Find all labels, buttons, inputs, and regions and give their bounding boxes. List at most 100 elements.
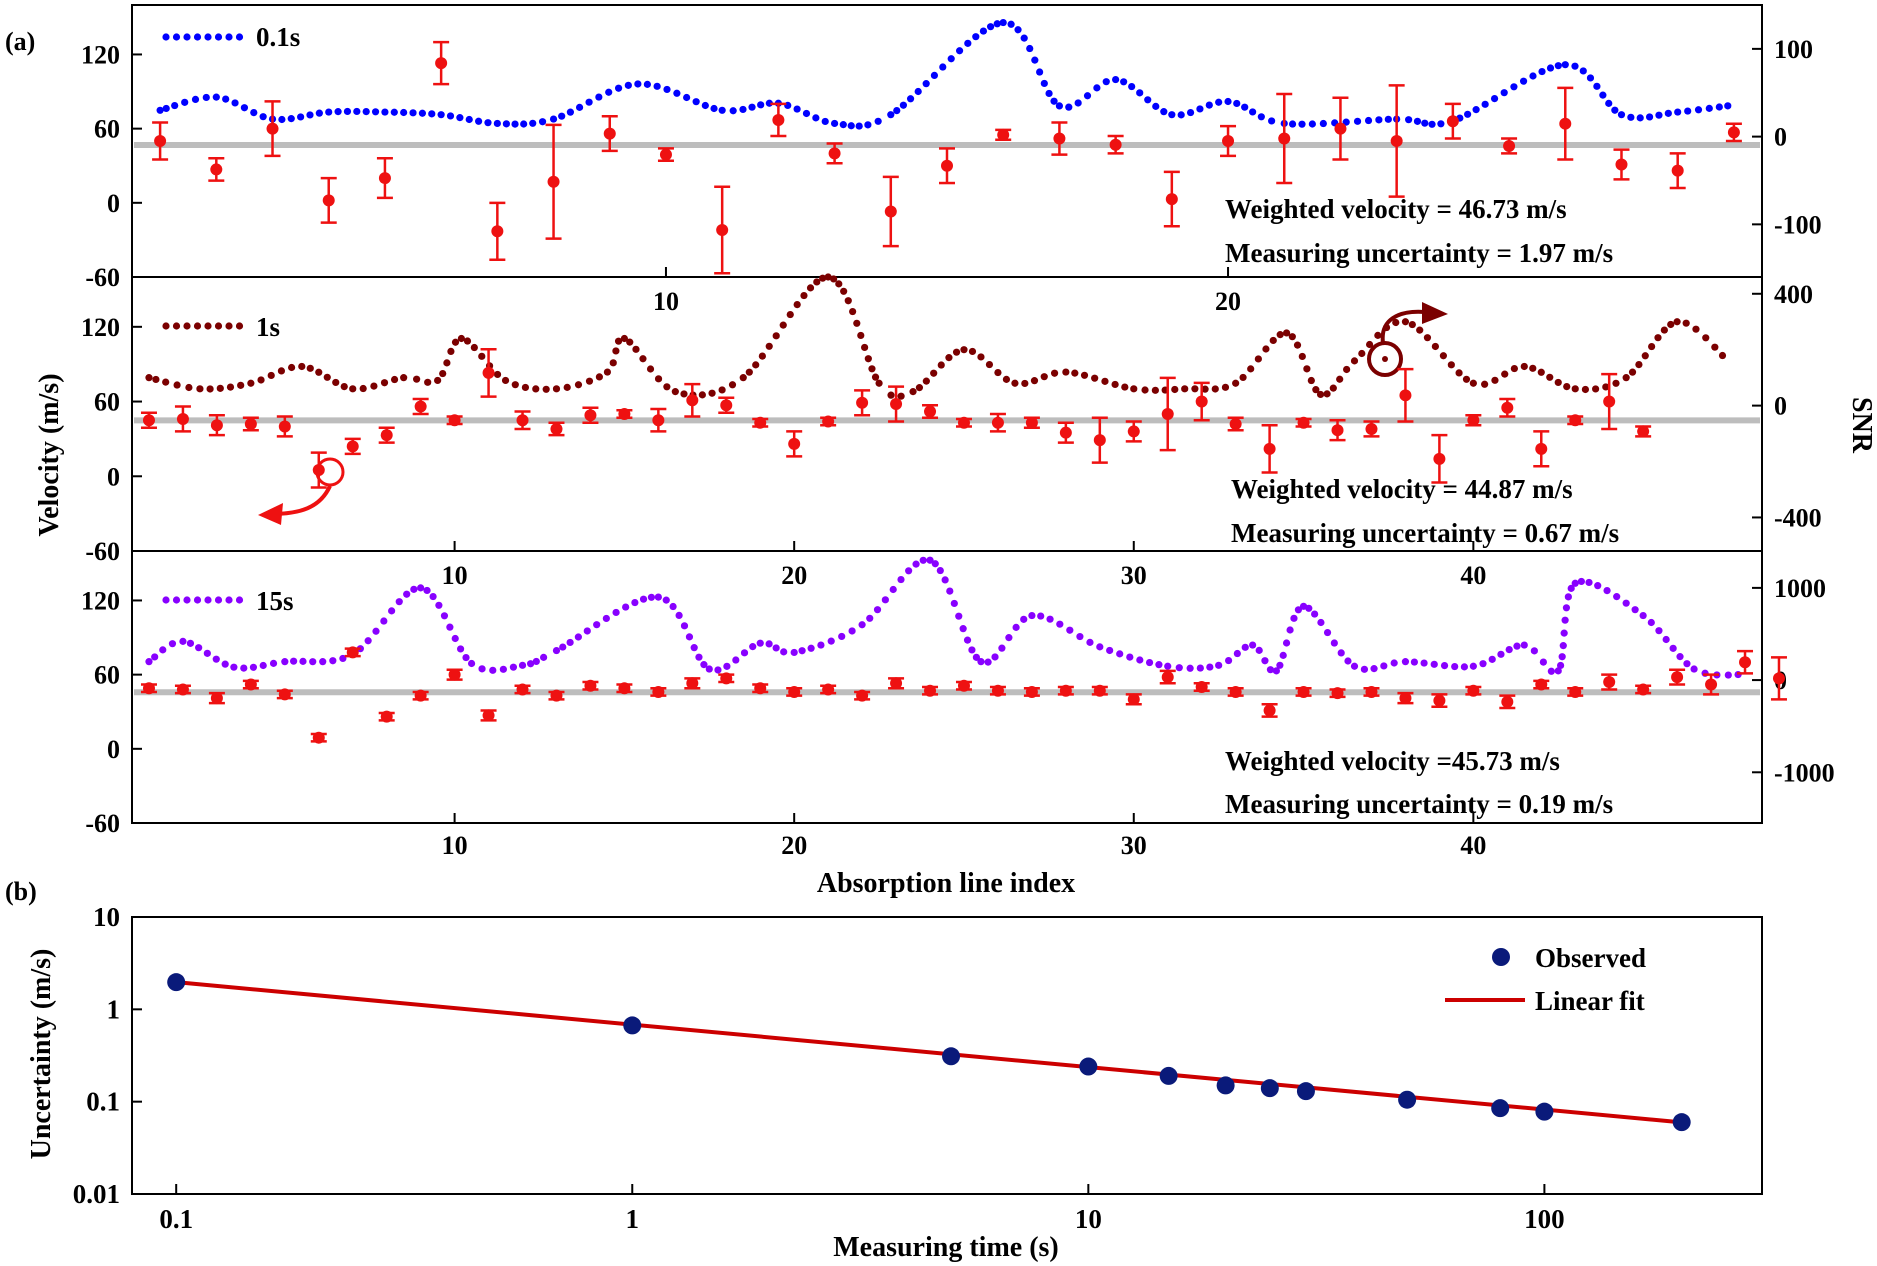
snr-dot — [1232, 379, 1240, 387]
velocity-marker — [346, 440, 359, 453]
snr-tick-label: 400 — [1774, 280, 1813, 309]
snr-dot — [690, 644, 698, 652]
snr-dot — [186, 639, 195, 647]
snr-dot — [1401, 318, 1410, 326]
snr-dot — [1286, 626, 1294, 634]
absorption-index-axis-label: Absorption line index — [817, 868, 1075, 899]
snr-dot — [1529, 364, 1537, 372]
snr-dot — [1358, 349, 1366, 358]
snr-dot — [1711, 343, 1719, 351]
snr-dot — [1021, 379, 1029, 388]
velocity-axis-label: Velocity (m/s) — [34, 373, 65, 536]
snr-tick-label: -100 — [1774, 210, 1822, 239]
velocity-marker — [550, 422, 563, 435]
snr-dot — [1490, 95, 1499, 103]
observed-point — [167, 973, 186, 992]
legend-label-1s: 1s — [256, 312, 280, 342]
snr-dot — [1096, 643, 1104, 651]
snr-dot — [1645, 113, 1654, 121]
snr-dot — [595, 93, 603, 101]
snr-dot — [478, 665, 486, 673]
velocity-point — [955, 679, 972, 692]
snr-dot — [790, 648, 798, 657]
velocity-marker — [584, 409, 597, 422]
velocity-point — [1159, 376, 1176, 452]
snr-dot — [1350, 662, 1359, 670]
snr-peak-ring — [1367, 341, 1403, 377]
velocity-point — [1051, 121, 1068, 156]
snr-dot — [757, 101, 765, 109]
velocity-marker — [1399, 389, 1412, 402]
velocity-marker — [1501, 401, 1514, 414]
snr-dot — [1330, 639, 1338, 647]
snr-dot — [323, 373, 331, 381]
snr-dot — [156, 106, 164, 114]
snr-dot — [364, 637, 372, 645]
velocity-tick-label: 120 — [81, 40, 120, 69]
snr-dot — [249, 663, 258, 671]
snr-dot — [739, 374, 747, 382]
snr-dot — [893, 106, 901, 115]
snr-dot — [1428, 120, 1436, 128]
legend-dots-15s — [162, 596, 244, 604]
snr-dot — [353, 107, 361, 116]
index-tick-label: 30 — [1121, 561, 1147, 590]
velocity-marker — [414, 689, 427, 702]
velocity-marker — [584, 679, 597, 692]
snr-dot — [281, 658, 289, 666]
observed-point — [1216, 1076, 1235, 1095]
velocity-marker — [1365, 422, 1378, 435]
snr-dot — [680, 390, 688, 398]
snr-dot — [216, 384, 224, 392]
velocity-marker — [278, 420, 291, 433]
snr-dot — [1288, 333, 1296, 341]
snr-dot — [563, 383, 571, 391]
snr-dot — [830, 275, 838, 283]
velocity-point — [480, 709, 497, 722]
snr-dot — [1635, 360, 1643, 369]
snr-dot — [1303, 365, 1311, 373]
velocity-marker — [788, 685, 801, 698]
snr-dot — [439, 369, 447, 378]
velocity-marker — [1331, 424, 1344, 437]
snr-dot — [267, 371, 275, 380]
velocity-point — [650, 685, 667, 698]
time-tick-label: 10 — [1075, 1204, 1102, 1234]
panel-a3-legend: 15s — [162, 586, 294, 616]
snr-dot — [152, 375, 160, 384]
snr-dot — [1579, 67, 1587, 75]
velocity-tick-label: 60 — [94, 115, 120, 144]
velocity-point — [1557, 86, 1574, 161]
snr-dot — [1715, 103, 1723, 111]
snr-dot — [1336, 375, 1344, 383]
snr-dot — [1631, 606, 1639, 614]
velocity-point — [1329, 687, 1346, 700]
snr-dot — [979, 27, 988, 35]
velocity-marker — [1535, 442, 1548, 455]
velocity-point — [989, 412, 1006, 433]
snr-dot — [1266, 666, 1275, 674]
snr-dot — [185, 383, 193, 392]
snr-dot — [403, 590, 411, 598]
velocity-marker — [1331, 687, 1344, 700]
velocity-marker — [154, 135, 167, 147]
snr-dot — [171, 101, 179, 110]
snr-dot — [1269, 336, 1277, 345]
snr-dot — [1497, 650, 1505, 658]
snr-dot — [467, 659, 476, 668]
snr-dot — [937, 361, 945, 369]
snr-dot — [991, 653, 999, 661]
snr-dot — [1718, 351, 1727, 360]
snr-dot — [456, 114, 464, 122]
snr-dot — [298, 362, 306, 371]
velocity-marker — [1334, 122, 1347, 135]
velocity-marker — [1059, 684, 1072, 697]
velocity-point — [1465, 684, 1482, 697]
snr-dot — [998, 644, 1006, 652]
snr-dot — [1337, 649, 1345, 657]
snr-dot — [343, 107, 352, 116]
velocity-point — [1227, 416, 1244, 432]
snr-dot — [1121, 383, 1129, 391]
snr-dot — [499, 665, 507, 673]
snr-dot — [388, 607, 396, 615]
